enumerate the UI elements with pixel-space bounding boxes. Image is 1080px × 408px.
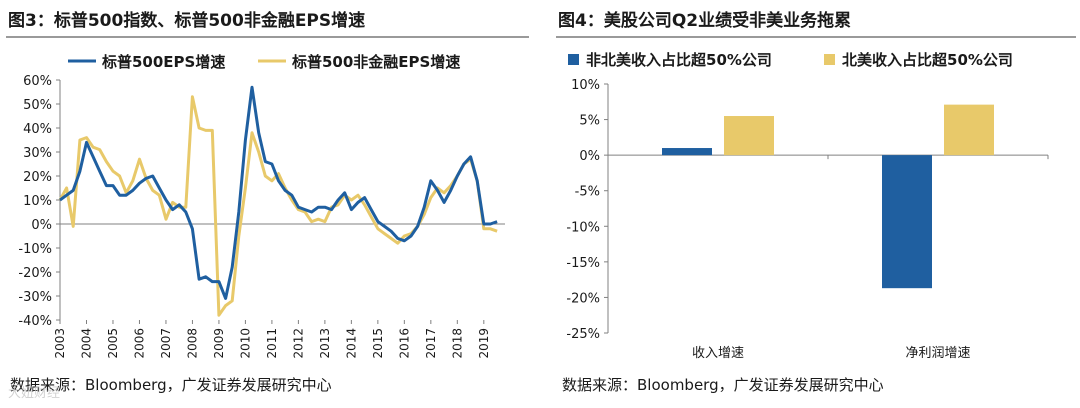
y-tick-label: 60% xyxy=(23,74,52,89)
figure-3-source: 数据来源：Bloomberg，广发证券发展研究中心 xyxy=(10,376,332,394)
y-tick-label: 0% xyxy=(579,149,600,164)
eps-growth-line-chart: 60% 50% 40% 30% 20% 10% 0% -10% -20% -30% -40%2003… xyxy=(18,53,505,359)
x-tick-label: 2012 xyxy=(291,328,305,359)
x-tick-label: 2009 xyxy=(212,328,226,359)
figure-3-label: 图3： xyxy=(8,11,54,31)
x-tick-label: 2013 xyxy=(318,328,332,359)
x-tick-label: 2008 xyxy=(185,328,199,359)
figure-3-title-rule xyxy=(6,36,529,38)
series-line-nonfinancial-eps xyxy=(58,95,498,317)
x-tick-label: 2016 xyxy=(397,328,411,359)
legend-label: 非北美收入占比超50%公司 xyxy=(586,51,772,69)
x-tick-label: 2010 xyxy=(238,328,252,359)
figure-4-source: 数据来源：Bloomberg，广发证券发展研究中心 xyxy=(562,376,884,394)
y-tick-label: -40% xyxy=(18,314,52,329)
y-tick-label: 5% xyxy=(579,114,600,129)
y-tick-label: -30% xyxy=(18,290,52,305)
legend-swatch xyxy=(568,54,579,65)
y-tick-label: -10% xyxy=(566,220,600,235)
x-category-label: 净利润增速 xyxy=(905,346,970,361)
y-tick-label: -15% xyxy=(566,256,600,271)
q2-earnings-bar-chart: 10% 5% 0% -5% -10% -15% -20% -25% 收入增速 净利润增速 非北美收入… xyxy=(566,51,1049,361)
bar-non-north-america xyxy=(882,155,932,289)
y-tick-label: 0% xyxy=(31,218,52,233)
x-tick-label: 2018 xyxy=(450,328,464,359)
bar-north-america xyxy=(724,116,774,156)
bar-north-america xyxy=(944,104,994,156)
legend-label: 北美收入占比超50%公司 xyxy=(842,51,1013,69)
y-tick-label: 50% xyxy=(23,98,52,113)
y-tick-label: 10% xyxy=(23,194,52,209)
figure-4-label: 图4： xyxy=(558,11,604,31)
watermark-text: 大妞财经 xyxy=(8,386,61,401)
y-tick-label: -25% xyxy=(566,327,600,342)
x-tick-label: 2014 xyxy=(344,328,358,359)
x-tick-label: 2005 xyxy=(106,328,120,359)
x-tick-label: 2006 xyxy=(132,328,146,359)
y-tick-label: 20% xyxy=(23,170,52,185)
figure-4-title-rule xyxy=(556,36,1076,38)
x-tick-label: 2017 xyxy=(424,328,438,359)
figure-3-title-text: 标普500指数、标普500非金融EPS增速 xyxy=(53,11,366,31)
figure-4-panel: 图4：美股公司Q2业绩受非美业务拖累 10% 5% 0% -5% -10% -15% -20… xyxy=(548,0,1080,408)
figure-3-title: 图3：标普500指数、标普500非金融EPS增速 xyxy=(8,6,365,31)
x-tick-label: 2019 xyxy=(477,328,491,359)
legend-label: 标普500非金融EPS增速 xyxy=(291,53,460,71)
x-tick-label: 2003 xyxy=(53,328,67,359)
y-tick-label: 30% xyxy=(23,146,52,161)
series-line-sp500-eps xyxy=(59,85,498,300)
y-tick-label: 40% xyxy=(23,122,52,137)
legend-label: 标普500EPS增速 xyxy=(101,53,225,71)
x-tick-label: 2007 xyxy=(159,328,173,359)
x-tick-label: 2004 xyxy=(79,328,93,359)
y-tick-label: -10% xyxy=(18,242,52,257)
y-tick-label: -20% xyxy=(566,291,600,306)
legend-swatch xyxy=(824,54,835,65)
x-tick-label: 2011 xyxy=(265,328,279,359)
y-tick-label: -5% xyxy=(575,185,600,200)
figure-4-title: 图4：美股公司Q2业绩受非美业务拖累 xyxy=(558,6,851,31)
y-tick-label: 10% xyxy=(571,78,600,93)
figure-3-panel: 图3：标普500指数、标普500非金融EPS增速 60% 50% 40% 30% 20%… xyxy=(0,0,535,408)
bar-non-north-america xyxy=(662,148,712,156)
x-tick-label: 2015 xyxy=(371,328,385,359)
x-category-label: 收入增速 xyxy=(692,346,744,361)
y-tick-label: -20% xyxy=(18,266,52,281)
figure-4-title-text: 美股公司Q2业绩受非美业务拖累 xyxy=(603,11,852,31)
